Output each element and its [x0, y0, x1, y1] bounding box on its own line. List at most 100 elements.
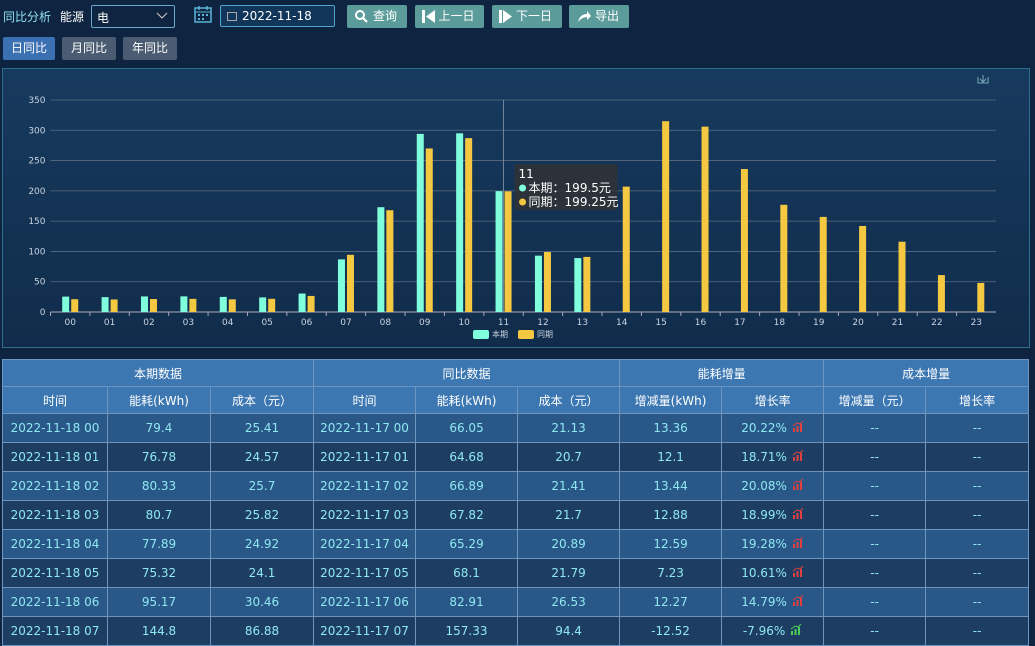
cell-text: 94.4	[555, 624, 582, 638]
query-button[interactable]: 查询	[347, 5, 407, 28]
bar	[898, 241, 906, 312]
x-tick-label: 20	[852, 318, 864, 328]
x-tick-label: 21	[892, 318, 903, 328]
tab-year[interactable]: 年同比	[123, 37, 177, 60]
table-cell: --	[925, 442, 1030, 472]
cell-text: -12.52	[651, 624, 690, 638]
cell-text: 79.4	[145, 421, 173, 435]
bar	[504, 191, 512, 312]
table-cell: 21.13	[517, 413, 621, 443]
bar	[149, 299, 157, 312]
column-header: 能耗(kWh)	[107, 386, 211, 414]
x-tick-label: 22	[931, 318, 942, 328]
cell-text: 66.89	[449, 479, 484, 493]
bar	[71, 299, 79, 312]
cell-text: 25.7	[248, 479, 276, 493]
tab-month[interactable]: 月同比	[62, 37, 116, 60]
cell-text: --	[870, 595, 879, 609]
cell-text: 2022-11-17 03	[320, 508, 409, 522]
table-cell: 25.7	[209, 471, 315, 501]
button-label: 查询	[372, 9, 397, 23]
x-tick-label: 09	[419, 318, 431, 328]
cell-text: 2022-11-18 05	[10, 566, 100, 580]
table-cell: 2022-11-17 04	[313, 529, 417, 559]
cell-text: 2022-11-17 00	[320, 421, 409, 435]
y-tick-label: 300	[28, 126, 45, 136]
x-tick-label: 11	[498, 318, 509, 328]
column-header: 增长率	[721, 386, 825, 414]
table-cell: -7.96%	[721, 616, 825, 646]
table-cell: 20.7	[517, 442, 621, 472]
cell-text: 80.33	[141, 479, 177, 493]
group-header: 本期数据	[1, 359, 315, 387]
table-row: 2022-11-18 05 75.32 24.1 2022-11-17 05 68.1 2…	[2, 558, 1030, 588]
cell-text: 18.71%	[741, 450, 787, 464]
table-cell: --	[823, 529, 927, 559]
cell-text: 67.82	[449, 508, 484, 522]
cell-text: 2022-11-18 06	[10, 595, 100, 609]
cell-text: --	[972, 479, 982, 493]
cell-text: --	[972, 595, 982, 609]
calendar-icon[interactable]	[194, 5, 212, 23]
tab-day[interactable]: 日同比	[3, 37, 55, 60]
cell-text: 19.28%	[741, 537, 787, 551]
date-input[interactable]: 2022-11-18	[220, 5, 335, 27]
table-cell: 20.89	[517, 529, 621, 559]
export-button[interactable]: 导出	[569, 5, 629, 28]
button-label: 导出	[594, 9, 619, 23]
x-tick-label: 13	[577, 318, 588, 328]
x-tick-label: 06	[301, 318, 313, 328]
legend-label: 同期	[537, 330, 553, 339]
prev-day-button[interactable]: 上一日	[415, 5, 484, 28]
table-cell: 12.27	[619, 587, 723, 617]
table-cell: 18.71%	[721, 442, 825, 472]
column-header: 时间	[313, 386, 417, 414]
y-tick-label: 200	[28, 187, 45, 197]
trend-icon	[792, 478, 804, 490]
x-tick-label: 12	[537, 318, 548, 328]
button-label: 上一日	[438, 9, 475, 23]
cell-text: 18.99%	[741, 508, 787, 522]
date-value: 2022-11-18	[242, 9, 312, 23]
y-tick-label: 350	[28, 96, 45, 106]
x-tick-label: 15	[655, 318, 666, 328]
table-cell: 80.7	[107, 500, 211, 530]
cell-text: --	[972, 421, 982, 435]
trend-icon	[792, 420, 804, 432]
bar	[977, 282, 985, 312]
bar	[219, 296, 227, 312]
cell-text: 21.7	[555, 508, 582, 522]
next-day-button[interactable]: 下一日	[492, 5, 562, 28]
cell-text: 2022-11-17 04	[320, 537, 409, 551]
bar	[377, 207, 385, 312]
table-cell: 2022-11-17 01	[313, 442, 417, 472]
cell-text: 68.1	[453, 566, 480, 580]
trend-icon	[792, 507, 804, 519]
energy-select[interactable]: 电	[91, 5, 175, 28]
table-cell: --	[925, 616, 1030, 646]
cell-text: --	[870, 421, 879, 435]
date-icon	[227, 12, 237, 21]
table-cell: 79.4	[107, 413, 211, 443]
download-icon[interactable]	[977, 75, 989, 84]
cell-text: 14.79%	[741, 595, 787, 609]
energy-value: 电	[97, 11, 110, 25]
cell-text: 20.89	[551, 537, 586, 551]
cell-text: --	[972, 624, 982, 638]
table-cell: 12.59	[619, 529, 723, 559]
table-cell: 80.33	[107, 471, 211, 501]
x-tick-label: 10	[458, 318, 470, 328]
table-cell: 18.99%	[721, 500, 825, 530]
table-cell: 25.82	[209, 500, 315, 530]
bar	[425, 148, 433, 312]
cell-text: --	[972, 566, 982, 580]
bar	[259, 297, 267, 312]
bar	[534, 255, 542, 312]
cell-text: 95.17	[141, 595, 177, 609]
bar	[228, 299, 236, 312]
cell-text: 10.61%	[741, 566, 787, 580]
x-tick-label: 18	[774, 318, 786, 328]
tooltip-title: 11	[519, 167, 534, 181]
table-cell: 68.1	[415, 558, 519, 588]
